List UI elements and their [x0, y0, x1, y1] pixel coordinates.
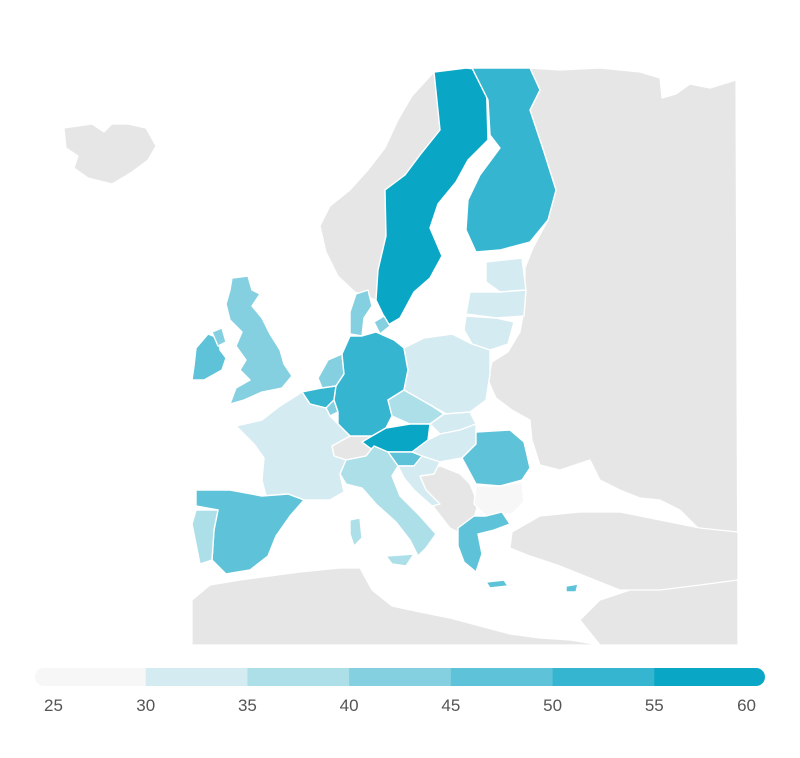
- country-denmark-zealand[interactable]: [373, 315, 391, 335]
- legend-swatch: [247, 668, 350, 686]
- legend-swatch: [654, 668, 757, 686]
- country-greece-crete[interactable]: [485, 579, 509, 589]
- country-portugal[interactable]: [191, 509, 219, 565]
- turkey-land: [509, 511, 739, 591]
- legend-swatch: [145, 668, 248, 686]
- country-italy-sicily[interactable]: [385, 553, 415, 567]
- legend-swatch: [552, 668, 655, 686]
- country-germany[interactable]: [333, 331, 409, 437]
- europe-choropleth-map: [63, 67, 739, 646]
- legend-tick-labels: 25 30 35 40 45 50 55 60: [44, 696, 756, 715]
- country-iceland: [63, 123, 157, 185]
- legend-swatch: [349, 668, 452, 686]
- country-romania[interactable]: [461, 429, 531, 487]
- country-cyprus[interactable]: [565, 583, 579, 593]
- country-bulgaria[interactable]: [473, 481, 525, 517]
- country-lithuania[interactable]: [463, 315, 515, 351]
- legend-color-bar: [35, 668, 765, 686]
- legend-tick-label: 30: [136, 696, 155, 715]
- country-finland[interactable]: [465, 67, 557, 253]
- country-northern-ireland[interactable]: [211, 327, 227, 347]
- legend-swatch: [44, 668, 147, 686]
- legend-tick-label: 35: [238, 696, 257, 715]
- country-estonia[interactable]: [485, 257, 527, 293]
- legend-tick-label: 55: [645, 696, 664, 715]
- color-scale-legend: 25 30 35 40 45 50 55 60: [35, 668, 765, 715]
- country-croatia[interactable]: [397, 455, 441, 507]
- country-regions: [191, 67, 579, 593]
- legend-tick-label: 60: [737, 696, 756, 715]
- country-greece[interactable]: [457, 511, 511, 573]
- country-united-kingdom[interactable]: [225, 275, 293, 405]
- country-sweden[interactable]: [375, 67, 489, 326]
- legend-tick-label: 50: [543, 696, 562, 715]
- legend-tick-label: 40: [340, 696, 359, 715]
- country-italy-sardinia[interactable]: [349, 517, 363, 547]
- legend-tick-label: 45: [441, 696, 460, 715]
- country-latvia[interactable]: [465, 289, 527, 319]
- country-denmark[interactable]: [349, 289, 373, 337]
- country-france[interactable]: [235, 391, 351, 501]
- country-italy[interactable]: [339, 445, 437, 557]
- legend-tick-label: 25: [44, 696, 63, 715]
- legend-swatch: [450, 668, 554, 686]
- north-africa-land: [191, 567, 601, 646]
